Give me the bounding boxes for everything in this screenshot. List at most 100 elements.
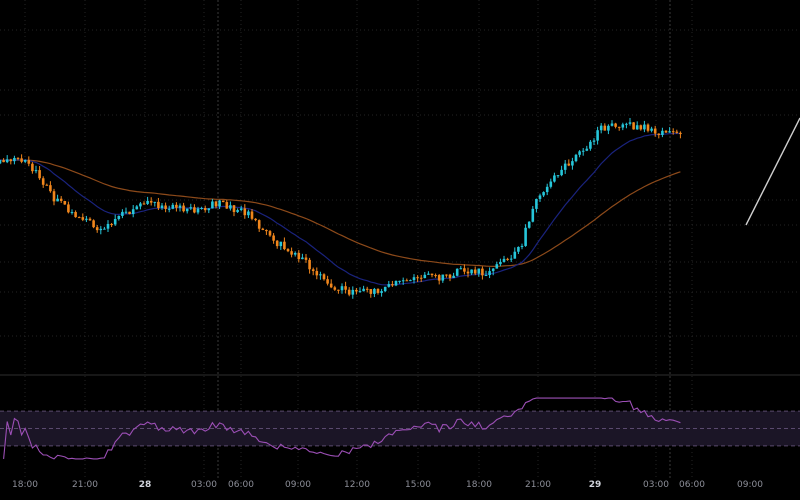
candle-body	[337, 289, 340, 291]
candle-body	[110, 223, 113, 225]
candle-body	[193, 207, 196, 213]
candle-body	[675, 131, 679, 133]
candle-body	[9, 159, 13, 162]
candle-body	[520, 245, 524, 247]
candle-body	[517, 246, 520, 252]
candle-body	[63, 201, 67, 205]
candle-body	[567, 163, 571, 166]
candle-body	[502, 258, 506, 262]
x-tick-label: 21:00	[525, 480, 551, 490]
x-tick-label: 29	[589, 480, 602, 490]
x-tick-label: 09:00	[285, 480, 311, 490]
candle-body	[49, 185, 52, 192]
candle-body	[448, 274, 452, 278]
candle-body	[77, 217, 81, 219]
candle-body	[668, 131, 671, 133]
candle-body	[99, 228, 103, 231]
candle-body	[297, 252, 301, 260]
candle-body	[45, 184, 49, 186]
candle-body	[538, 195, 542, 199]
candle-body	[380, 291, 383, 293]
candle-body	[128, 211, 131, 215]
candle-body	[459, 268, 463, 270]
candle-body	[513, 251, 517, 259]
candle-body	[103, 228, 106, 230]
candle-body	[232, 205, 236, 213]
candle-body	[527, 221, 531, 228]
x-tick-label: 03:00	[643, 480, 669, 490]
candle-body	[218, 200, 221, 207]
candle-body	[229, 205, 232, 209]
candle-body	[329, 283, 333, 288]
candle-body	[585, 148, 589, 151]
trend-line-drawing[interactable]	[745, 117, 800, 226]
candle-body	[571, 161, 574, 166]
candle-body	[171, 204, 175, 209]
candle-body	[319, 274, 322, 276]
candle-body	[243, 208, 247, 216]
candle-body	[646, 124, 650, 131]
candle-body	[455, 268, 459, 276]
candle-body	[610, 123, 614, 126]
candle-body	[419, 277, 423, 279]
candle-body	[124, 211, 128, 213]
candle-body	[257, 220, 261, 229]
candle-body	[416, 277, 419, 279]
candle-body	[405, 280, 409, 282]
candle-body	[524, 227, 527, 246]
candle-body	[347, 289, 351, 295]
candle-body	[214, 201, 218, 207]
candle-body	[617, 126, 621, 128]
candle-body	[376, 288, 380, 293]
chart-grid	[0, 0, 800, 478]
candle-body	[20, 158, 23, 162]
candle-body	[279, 241, 283, 247]
candlestick-series	[0, 117, 682, 299]
candle-body	[290, 251, 293, 255]
candle-body	[74, 212, 77, 218]
candle-body	[286, 249, 290, 252]
candle-body	[441, 274, 445, 281]
candle-body	[178, 205, 182, 208]
candle-body	[423, 274, 427, 279]
candle-body	[607, 125, 610, 131]
candle-body	[139, 203, 142, 207]
candle-body	[401, 280, 405, 282]
candle-body	[650, 128, 653, 131]
ema-fast-line	[0, 132, 681, 286]
candle-body	[671, 131, 675, 133]
candle-body	[427, 273, 430, 275]
candle-body	[621, 124, 625, 128]
candle-body	[92, 220, 95, 228]
candle-body	[452, 275, 455, 278]
candle-body	[340, 286, 344, 291]
candle-body	[142, 203, 146, 205]
candle-body	[592, 140, 596, 142]
candle-body	[283, 241, 286, 250]
candle-body	[542, 192, 545, 196]
candle-body	[261, 228, 265, 230]
candle-body	[157, 201, 160, 208]
candle-body	[657, 133, 661, 135]
drawing-tools[interactable]	[745, 117, 800, 226]
candle-body	[175, 204, 178, 208]
candle-body	[639, 125, 643, 130]
candle-body	[491, 268, 495, 272]
x-tick-label: 18:00	[12, 480, 38, 490]
candle-body	[553, 175, 556, 182]
candle-body	[477, 268, 481, 274]
x-tick-label: 06:00	[679, 480, 705, 490]
candle-body	[121, 211, 124, 216]
candle-body	[581, 150, 585, 152]
candle-body	[445, 274, 448, 276]
time-axis: 18:00 21:00 28 03:00 06:00 09:00 12:00 15:00 18:…	[12, 480, 763, 490]
candle-body	[23, 160, 27, 162]
x-tick-label: 03:00	[191, 480, 217, 490]
x-tick-label: 28	[139, 480, 152, 490]
rsi-line	[3, 397, 681, 460]
candle-body	[301, 257, 304, 260]
candle-body	[56, 198, 59, 202]
candle-body	[473, 269, 477, 274]
x-tick-label: 21:00	[72, 480, 98, 490]
